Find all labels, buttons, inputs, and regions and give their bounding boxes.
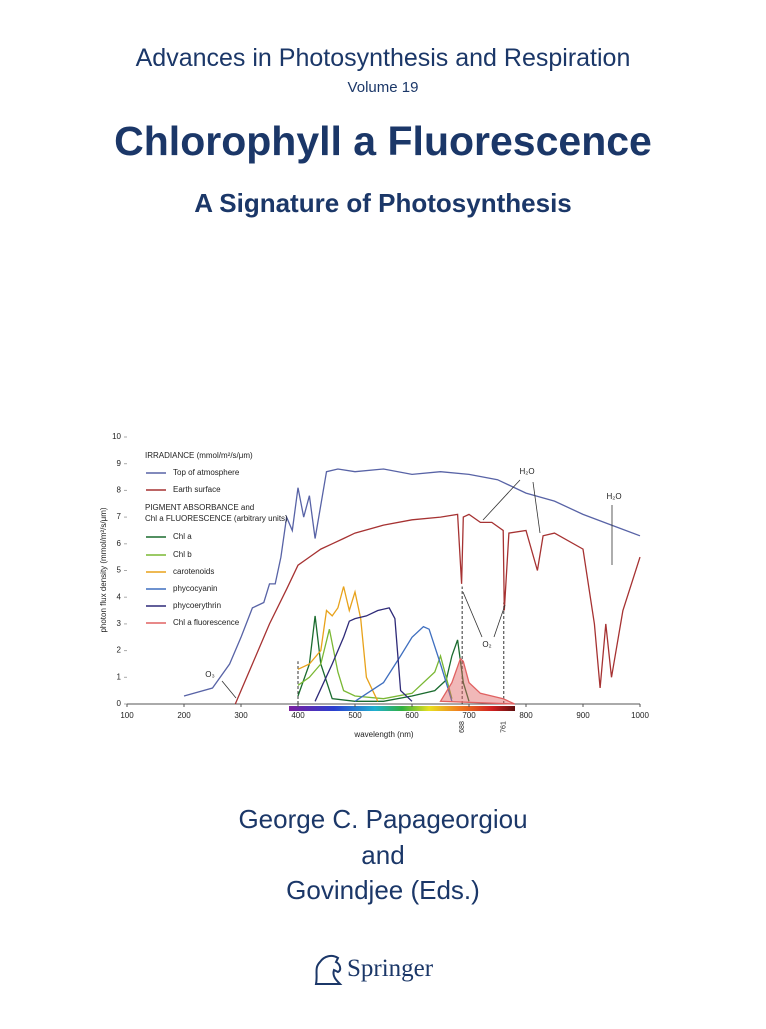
legend-heading: IRRADIANCE (mmol/m²/s/μm) [145, 451, 253, 460]
series-line [234, 513, 641, 705]
y-tick-label: 7 [117, 512, 122, 521]
x-tick-label: 600 [405, 711, 419, 720]
legend-label: carotenoids [173, 567, 214, 576]
annotation: H₂O [519, 467, 534, 476]
x-tick-label: 900 [576, 711, 590, 720]
chart: 0 1 2 3 4 5 6 7 8 9 10 100 200 300 400 500 600 700 800 900 1… [99, 432, 649, 739]
x-tick-label: 500 [348, 711, 362, 720]
annotation-arrow [493, 604, 506, 638]
x-tick-label: 1000 [631, 711, 649, 720]
y-tick-label: 9 [117, 459, 122, 468]
x-axis-label: wavelength (nm) [353, 730, 413, 739]
annotation-arrow [482, 479, 521, 521]
series-line [297, 615, 470, 702]
x-tick-label: 700 [462, 711, 476, 720]
title: Chlorophyll a Fluorescence [114, 118, 652, 164]
x-tick-label: 100 [120, 711, 134, 720]
annotation-arrow [532, 481, 541, 534]
legend-label: Chl b [173, 550, 192, 559]
y-tick-label: 5 [117, 566, 122, 575]
legend-heading: PIGMENT ABSORBANCE and [145, 503, 254, 512]
series-line [297, 629, 453, 700]
marker-label: 761 [501, 721, 508, 733]
y-tick-label: 4 [117, 592, 122, 601]
annotation-arrow [462, 591, 483, 638]
series-line [183, 468, 641, 697]
marker-label: 688 [459, 721, 466, 733]
subtitle: A Signature of Photosynthesis [194, 188, 572, 218]
legend-label: phycoerythrin [173, 601, 221, 610]
legend-label: Chl a [173, 532, 192, 541]
legend-label: phycocyanin [173, 584, 217, 593]
series-line [314, 607, 413, 702]
series-title: Advances in Photosynthesis and Respirati… [135, 44, 631, 72]
x-tick-label: 300 [234, 711, 248, 720]
x-tick-label: 400 [291, 711, 305, 720]
volume: Volume 19 [347, 79, 419, 96]
x-tick-label: 200 [177, 711, 191, 720]
legend-label: Chl a fluorescence [173, 618, 240, 627]
series-line [354, 625, 453, 702]
legend-label: Top of atmosphere [173, 468, 240, 477]
y-tick-label: 10 [112, 432, 121, 441]
y-axis-label: photon flux density (mmol/m²/s/μm) [99, 507, 108, 632]
spectrum-bar [289, 706, 515, 711]
y-tick-label: 6 [117, 539, 122, 548]
x-tick-label: 800 [519, 711, 533, 720]
fluorescence-area [439, 657, 515, 705]
annotation: H₂O [606, 492, 621, 501]
annotation-arrow [221, 680, 237, 699]
y-tick-label: 3 [117, 619, 122, 628]
legend-label: Earth surface [173, 485, 221, 494]
y-tick-label: 8 [117, 486, 122, 495]
author: Govindjee (Eds.) [286, 875, 480, 905]
series-line [297, 586, 379, 702]
author-and: and [361, 840, 405, 870]
y-tick-label: 0 [117, 699, 122, 708]
author: George C. Papageorgiou [238, 804, 528, 834]
annotation: O₂ [482, 640, 491, 649]
y-tick-label: 2 [117, 646, 122, 655]
y-tick-label: 1 [117, 672, 122, 681]
publisher: Springer [347, 955, 434, 982]
springer-logo [314, 954, 343, 985]
legend-heading: Chl a FLUORESCENCE (arbitrary units) [145, 514, 288, 523]
annotation: O₃ [205, 670, 214, 679]
